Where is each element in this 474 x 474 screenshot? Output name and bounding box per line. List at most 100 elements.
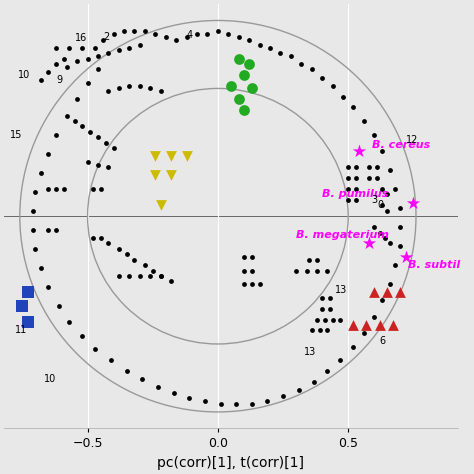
Text: 10: 10	[44, 374, 56, 384]
Point	[71, 117, 78, 125]
Point	[386, 239, 394, 247]
Point	[225, 30, 232, 38]
Point	[18, 302, 26, 310]
Point	[345, 164, 352, 171]
Point	[157, 201, 164, 209]
Point	[107, 356, 115, 364]
Point	[313, 316, 321, 323]
Point	[345, 174, 352, 182]
Point	[378, 147, 386, 155]
Point	[337, 316, 344, 323]
Point	[105, 49, 112, 57]
Point	[324, 367, 331, 375]
Point	[277, 49, 284, 57]
Point	[352, 185, 360, 193]
Point	[339, 93, 347, 100]
Point	[373, 164, 381, 171]
Point	[378, 297, 386, 304]
Text: 15: 15	[10, 130, 22, 140]
Point	[214, 27, 222, 35]
Point	[154, 383, 162, 391]
Point	[37, 76, 45, 84]
Point	[376, 321, 383, 329]
Point	[240, 281, 248, 288]
Text: 13: 13	[335, 284, 347, 295]
Text: 6: 6	[380, 336, 386, 346]
Point	[105, 164, 112, 171]
Text: 11: 11	[15, 325, 27, 336]
Point	[115, 85, 123, 92]
Point	[102, 139, 109, 146]
Point	[152, 30, 159, 38]
Point	[183, 153, 191, 160]
Point	[227, 82, 235, 90]
Point	[383, 207, 391, 215]
Point	[136, 41, 144, 49]
Point	[37, 169, 45, 176]
Point	[84, 158, 91, 165]
Point	[410, 199, 417, 206]
Text: 0: 0	[377, 201, 383, 210]
Point	[303, 267, 310, 274]
Point	[383, 289, 391, 296]
Point	[392, 185, 399, 193]
Point	[131, 27, 138, 35]
Point	[162, 33, 170, 41]
Point	[381, 234, 389, 242]
Point	[157, 272, 164, 280]
Point	[310, 378, 318, 386]
Point	[360, 117, 368, 125]
Point	[79, 332, 86, 339]
Point	[73, 96, 81, 103]
Point	[201, 397, 209, 405]
Point	[305, 256, 313, 264]
Point	[91, 44, 99, 52]
Point	[97, 234, 104, 242]
Point	[94, 65, 102, 73]
Point	[32, 188, 39, 196]
Point	[326, 294, 334, 301]
Point	[324, 327, 331, 334]
Point	[313, 267, 321, 274]
Point	[350, 104, 357, 111]
Text: 12: 12	[406, 135, 418, 145]
Text: 16: 16	[75, 33, 88, 43]
Point	[167, 153, 175, 160]
Point	[123, 367, 130, 375]
Point	[86, 128, 94, 136]
Text: 13: 13	[304, 347, 316, 357]
Point	[204, 30, 211, 38]
Point	[126, 272, 133, 280]
Point	[24, 289, 31, 296]
Point	[136, 272, 144, 280]
Point	[152, 153, 159, 160]
Point	[360, 329, 368, 337]
Point	[352, 196, 360, 204]
Point	[235, 96, 243, 103]
Point	[319, 294, 326, 301]
Point	[240, 267, 248, 274]
X-axis label: pc(corr)[1], t(corr)[1]: pc(corr)[1], t(corr)[1]	[157, 456, 304, 470]
Text: 2: 2	[103, 32, 109, 42]
Point	[45, 150, 52, 157]
Point	[389, 321, 396, 329]
Point	[292, 267, 300, 274]
Point	[79, 123, 86, 130]
Point	[170, 389, 177, 397]
Point	[371, 131, 378, 138]
Point	[94, 52, 102, 60]
Point	[295, 386, 302, 394]
Point	[319, 74, 326, 82]
Point	[45, 226, 52, 234]
Point	[120, 27, 128, 35]
Point	[157, 87, 164, 95]
Point	[345, 185, 352, 193]
Point	[329, 82, 337, 90]
Point	[350, 321, 357, 329]
Point	[365, 174, 373, 182]
Point	[146, 272, 154, 280]
Point	[240, 253, 248, 261]
Point	[392, 261, 399, 269]
Point	[256, 41, 264, 49]
Point	[345, 196, 352, 204]
